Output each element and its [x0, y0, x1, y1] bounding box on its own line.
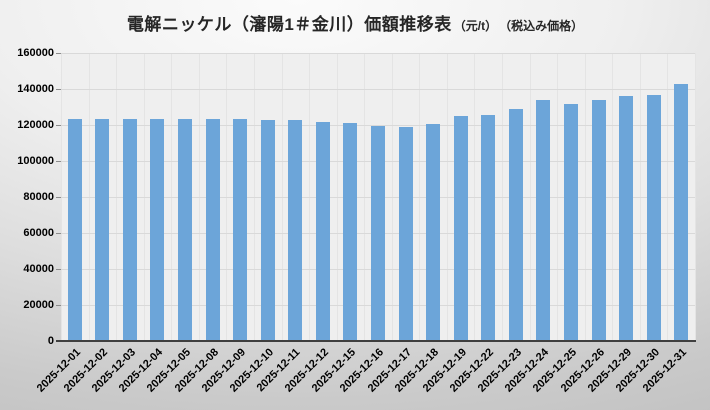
- bar: [454, 116, 468, 341]
- gridline: [61, 125, 695, 126]
- bar: [509, 109, 523, 341]
- chart-title: 電解ニッケル（瀋陽1＃金川）価額推移表 （元/t） （税込み価格）: [0, 10, 710, 35]
- chart-title-note: （税込み価格）: [505, 19, 584, 33]
- gridline: [61, 53, 695, 54]
- y-axis-label: 160000: [17, 47, 54, 59]
- chart-title-text: 電解ニッケル（瀋陽1＃金川）価額推移表: [126, 15, 452, 34]
- y-tick-mark: [56, 89, 61, 90]
- bar: [233, 119, 247, 341]
- bar: [399, 127, 413, 341]
- vertical-gridline: [695, 53, 696, 341]
- y-axis-label: 120000: [17, 119, 54, 131]
- y-tick-mark: [56, 161, 61, 162]
- bar: [288, 120, 302, 341]
- bar: [647, 95, 661, 341]
- x-axis-line: [56, 340, 696, 342]
- bar: [426, 124, 440, 341]
- bar: [123, 119, 137, 341]
- bar: [371, 126, 385, 341]
- plot-area: [56, 53, 696, 342]
- bar: [343, 123, 357, 341]
- bar: [674, 84, 688, 341]
- y-axis-label: 20000: [23, 299, 54, 311]
- bar: [481, 115, 495, 341]
- bar: [68, 119, 82, 341]
- y-tick-mark: [56, 125, 61, 126]
- bar: [619, 96, 633, 341]
- y-axis-label: 140000: [17, 83, 54, 95]
- bar: [150, 119, 164, 341]
- y-tick-mark: [56, 53, 61, 54]
- y-axis-label: 80000: [23, 191, 54, 203]
- y-axis-label: 40000: [23, 263, 54, 275]
- y-axis-label: 100000: [17, 155, 54, 167]
- bar: [95, 119, 109, 341]
- bar: [536, 100, 550, 341]
- bar: [206, 119, 220, 341]
- bar: [316, 122, 330, 341]
- gridline: [61, 89, 695, 90]
- y-tick-mark: [56, 269, 61, 270]
- bar: [261, 120, 275, 341]
- y-tick-mark: [56, 305, 61, 306]
- y-tick-mark: [56, 197, 61, 198]
- y-axis-label: 60000: [23, 227, 54, 239]
- bar: [564, 104, 578, 341]
- y-tick-mark: [56, 233, 61, 234]
- bar: [178, 119, 192, 341]
- y-axis-label: 0: [47, 335, 54, 347]
- chart-title-unit: （元/t）: [453, 19, 498, 33]
- bar: [592, 100, 606, 341]
